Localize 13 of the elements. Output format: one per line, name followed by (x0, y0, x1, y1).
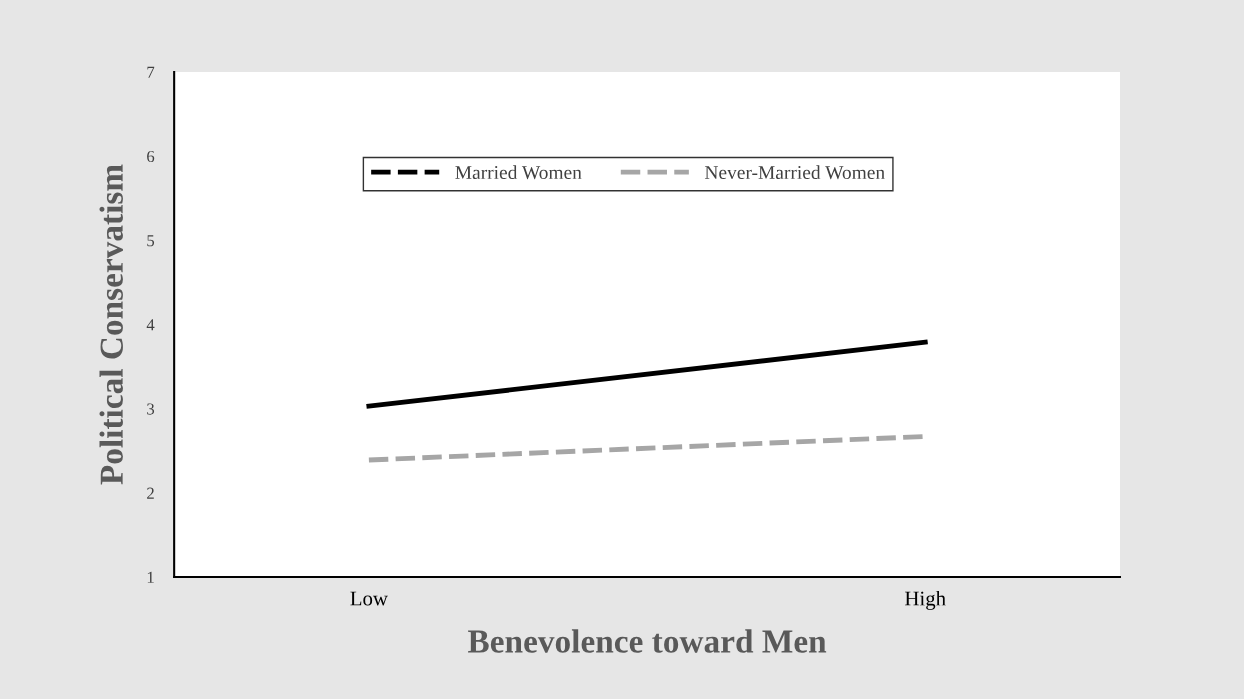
y-tick-label: 6 (147, 150, 155, 163)
y-tick-label: 2 (147, 487, 154, 499)
y-tick-label: 1 (147, 571, 154, 583)
legend-label: Married Women (455, 165, 582, 180)
x-tick-label: Low (350, 591, 388, 606)
y-tick-label: 3 (147, 403, 155, 415)
y-axis-title: Political Conservatism (99, 164, 123, 485)
y-tick-label: 4 (146, 319, 155, 331)
x-tick-label: High (905, 590, 946, 610)
y-tick-label: 5 (147, 235, 155, 247)
y-tick-label: 7 (147, 66, 155, 78)
legend-label: Never-Married Women (704, 165, 885, 180)
x-axis-title: Benevolence toward Men (468, 629, 827, 653)
